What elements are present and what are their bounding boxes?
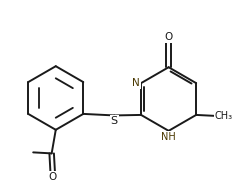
Text: NH: NH — [161, 132, 176, 142]
Text: O: O — [165, 33, 173, 43]
Text: N: N — [132, 78, 140, 88]
Text: S: S — [111, 116, 118, 126]
Text: CH₃: CH₃ — [215, 111, 233, 121]
Text: O: O — [49, 172, 57, 182]
